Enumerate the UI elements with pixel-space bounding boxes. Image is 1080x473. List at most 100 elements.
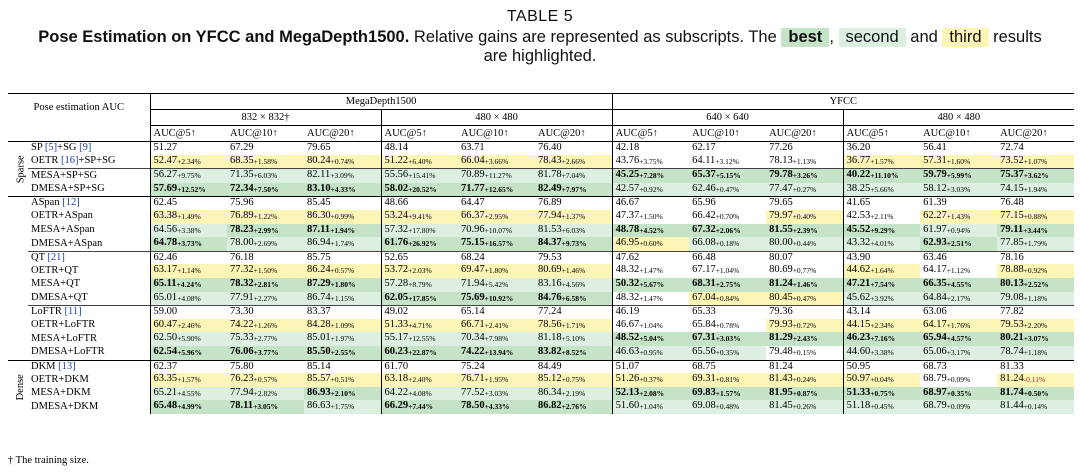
- value-cell: 72.74: [997, 140, 1075, 155]
- value-cell: 81.74+0.50%: [997, 386, 1075, 401]
- value-cell: 78.50+4.33%: [458, 400, 536, 414]
- value-cell: 65.96: [689, 196, 767, 210]
- value-cell: 68.24: [458, 250, 536, 265]
- value-cell: 65.33: [689, 305, 767, 319]
- value-cell: 68.73: [920, 359, 998, 374]
- group-label-text: Sparse: [15, 155, 27, 184]
- value-cell: 63.46: [920, 250, 998, 265]
- value-cell: 83.37: [304, 305, 382, 319]
- value-cell: 85.45: [304, 196, 382, 210]
- table-row: DMESA+ASpan 64.78+3.73% 78.00+2.69% 86.94+1…: [8, 237, 1075, 252]
- value-cell: 50.95: [842, 359, 921, 374]
- table-row: MESA+DKM 65.21+4.55% 77.94+2.82% 86.93+2.10…: [8, 386, 1075, 401]
- legend-second: second: [838, 28, 906, 47]
- table-row: LoFTR [11] 59.00 73.30 83.37 49.02 65.14 77.24…: [8, 305, 1075, 319]
- value-cell: 62.54+5.96%: [149, 345, 228, 360]
- value-cell: 84.76+6.58%: [535, 291, 613, 306]
- method-name: MESA+ASpan: [31, 224, 95, 236]
- method-name: OETR+ASpan: [31, 210, 93, 222]
- value-cell: 77.94+2.82%: [227, 386, 305, 401]
- value-cell: 63.71: [458, 140, 536, 155]
- value-cell: 48.32+1.47%: [611, 264, 690, 278]
- results-table: Pose estimation AUC MegaDepth1500 YFCC 8…: [8, 93, 1075, 414]
- dataset-header-yfcc: YFCC: [611, 93, 1075, 110]
- value-cell: 65.14: [458, 305, 536, 319]
- value-cell: 76.89+1.22%: [227, 209, 305, 224]
- method-name: DMESA+LoFTR: [31, 346, 105, 358]
- value-cell: 84.37+9.73%: [535, 237, 613, 252]
- value-cell: 80.00+0.44%: [766, 237, 844, 252]
- value-cell: 76.23+0.57%: [227, 373, 305, 387]
- value-cell: 62.46+0.47%: [689, 182, 767, 197]
- value-cell: 79.93+0.72%: [766, 318, 844, 333]
- value-cell: 78.23+2.99%: [227, 223, 305, 238]
- value-cell: 65.21+4.55%: [149, 386, 228, 401]
- value-cell: 62.27+1.43%: [920, 209, 998, 224]
- value-cell: 71.35+6.03%: [227, 168, 305, 183]
- method-name: DMESA+DKM: [31, 400, 99, 412]
- resolution-header: 832 × 832†: [149, 109, 382, 126]
- table-row: Sparse SP [5]+SG [9] 51.27 67.29 79.65 48.14 6…: [8, 140, 1075, 197]
- value-cell: 79.36: [766, 305, 844, 319]
- value-cell: 57.28+8.79%: [380, 277, 459, 292]
- value-cell: 81.29+2.43%: [766, 332, 844, 346]
- metric-header: AUC@10↑: [461, 128, 509, 139]
- value-cell: 81.78+7.04%: [535, 168, 613, 183]
- value-cell: 83.16+4.56%: [535, 277, 613, 292]
- value-cell: 83.82+8.52%: [535, 345, 613, 360]
- value-cell: 72.34+7.50%: [227, 182, 305, 197]
- value-cell: 51.07: [611, 359, 690, 374]
- value-cell: 48.66: [380, 196, 459, 210]
- value-cell: 66.04+3.66%: [458, 154, 536, 169]
- value-cell: 77.91+2.27%: [227, 291, 305, 306]
- value-cell: 52.65: [380, 250, 459, 265]
- value-cell: 79.78+3.26%: [766, 168, 844, 183]
- value-cell: 62.45: [149, 196, 228, 210]
- value-cell: 77.32+1.50%: [227, 264, 305, 278]
- value-cell: 51.18+0.45%: [842, 400, 921, 414]
- value-cell: 77.15+0.88%: [997, 209, 1075, 224]
- group-label: Semi-Dense: [8, 196, 28, 360]
- metric-header: AUC@10↑: [923, 128, 971, 139]
- value-cell: 67.17+1.04%: [692, 264, 740, 276]
- value-cell: 69.47+1.80%: [458, 264, 536, 278]
- value-cell: 86.93+2.10%: [304, 386, 382, 401]
- value-cell: 81.24: [766, 359, 844, 374]
- value-cell: 86.24+0.57%: [304, 264, 382, 278]
- value-cell: 62.93+2.51%: [920, 237, 998, 252]
- table-caption: Pose Estimation on YFCC and MegaDepth150…: [30, 28, 1050, 66]
- value-cell: 85.14: [304, 359, 382, 374]
- value-cell: 69.31+0.81%: [689, 373, 767, 387]
- value-cell: 66.08+0.18%: [689, 237, 767, 252]
- value-cell: 65.94+4.57%: [920, 332, 998, 346]
- value-cell: 66.29+7.44%: [380, 400, 459, 414]
- metric-header: AUC@20↑: [307, 128, 355, 139]
- value-cell: 48.14: [380, 140, 459, 155]
- value-cell: 85.75: [304, 250, 382, 265]
- value-cell: 46.67+1.04%: [611, 318, 690, 333]
- value-cell: 68.31+2.75%: [689, 277, 767, 292]
- value-cell: 43.32+4.01%: [842, 237, 921, 252]
- method-name: SP [5]+SG [9]: [28, 140, 151, 155]
- value-cell: 53.24+9.41%: [380, 209, 459, 224]
- table-label: TABLE 5: [506, 8, 574, 25]
- value-cell: 64.56+3.38%: [149, 223, 228, 238]
- value-cell: 45.25+7.28%: [611, 168, 690, 183]
- value-cell: 64.17+1.76%: [920, 318, 998, 333]
- value-cell: 80.07: [766, 250, 844, 265]
- method-name: DMESA+ASpan: [31, 237, 103, 249]
- value-cell: 61.76+26.92%: [380, 237, 459, 252]
- value-cell: 59.00: [149, 305, 228, 319]
- value-cell: 70.89+11.27%: [458, 168, 536, 183]
- table-row: OETR [16]+SP+SG 52.47+2.34% 68.35+1.58% 80.…: [8, 154, 1075, 169]
- value-cell: 64.78+3.73%: [149, 237, 228, 252]
- value-cell: 68.35+1.58%: [227, 154, 305, 169]
- value-cell: 46.23+7.16%: [842, 332, 921, 346]
- value-cell: 67.32+2.06%: [689, 223, 767, 238]
- caption-title: Pose Estimation on YFCC and MegaDepth150…: [38, 28, 410, 46]
- value-cell: 68.75: [689, 359, 767, 374]
- value-cell: 75.96: [227, 196, 305, 210]
- table-row: OETR+ASpan 63.38+1.49% 76.89+1.22% 86.30+0.…: [8, 209, 1075, 224]
- value-cell: 74.22+13.94%: [458, 345, 536, 360]
- value-cell: 80.69+1.46%: [535, 264, 613, 278]
